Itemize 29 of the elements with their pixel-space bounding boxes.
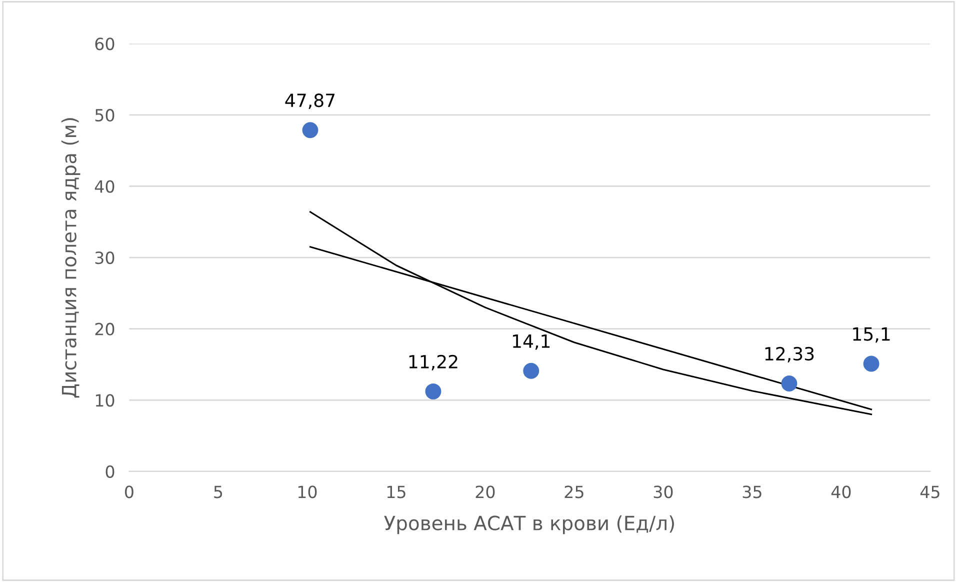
x-tick-label: 35 xyxy=(742,486,762,498)
x-axis-title: Уровень АСАТ в крови (Ед/л) xyxy=(384,515,674,534)
y-tick-label: 0 xyxy=(106,465,114,478)
x-tick-label: 25 xyxy=(564,486,584,498)
y-tick-label: 40 xyxy=(94,180,114,193)
y-tick-label: 10 xyxy=(96,394,114,407)
point xyxy=(781,376,798,392)
point xyxy=(302,122,318,138)
x-tick-label: 30 xyxy=(654,486,673,498)
point xyxy=(523,362,540,379)
y-tick-label: 20 xyxy=(95,322,114,336)
data-label: 11,22 xyxy=(409,354,458,370)
x-tick-label: 15 xyxy=(387,486,406,498)
x-tick-label: 20 xyxy=(476,486,495,498)
y-tick-label: 30 xyxy=(95,251,114,264)
x-tick-label: 45 xyxy=(920,486,940,498)
x-tick-label: 5 xyxy=(214,486,222,498)
x-tick-label: 0 xyxy=(124,486,134,498)
point xyxy=(425,383,442,400)
data-label: 47,87 xyxy=(285,94,335,110)
y-tick-label: 60 xyxy=(95,38,114,50)
data-label: 15,1 xyxy=(853,327,890,343)
data-label: 12,33 xyxy=(765,346,814,362)
x-tick-label: 10 xyxy=(298,486,317,498)
data-label: 14,1 xyxy=(513,334,550,350)
y-axis-title: Дистанция полета ядра (м) xyxy=(61,118,80,398)
x-tick-label: 40 xyxy=(831,486,851,498)
y-tick-label: 50 xyxy=(95,108,114,122)
point xyxy=(863,356,880,372)
